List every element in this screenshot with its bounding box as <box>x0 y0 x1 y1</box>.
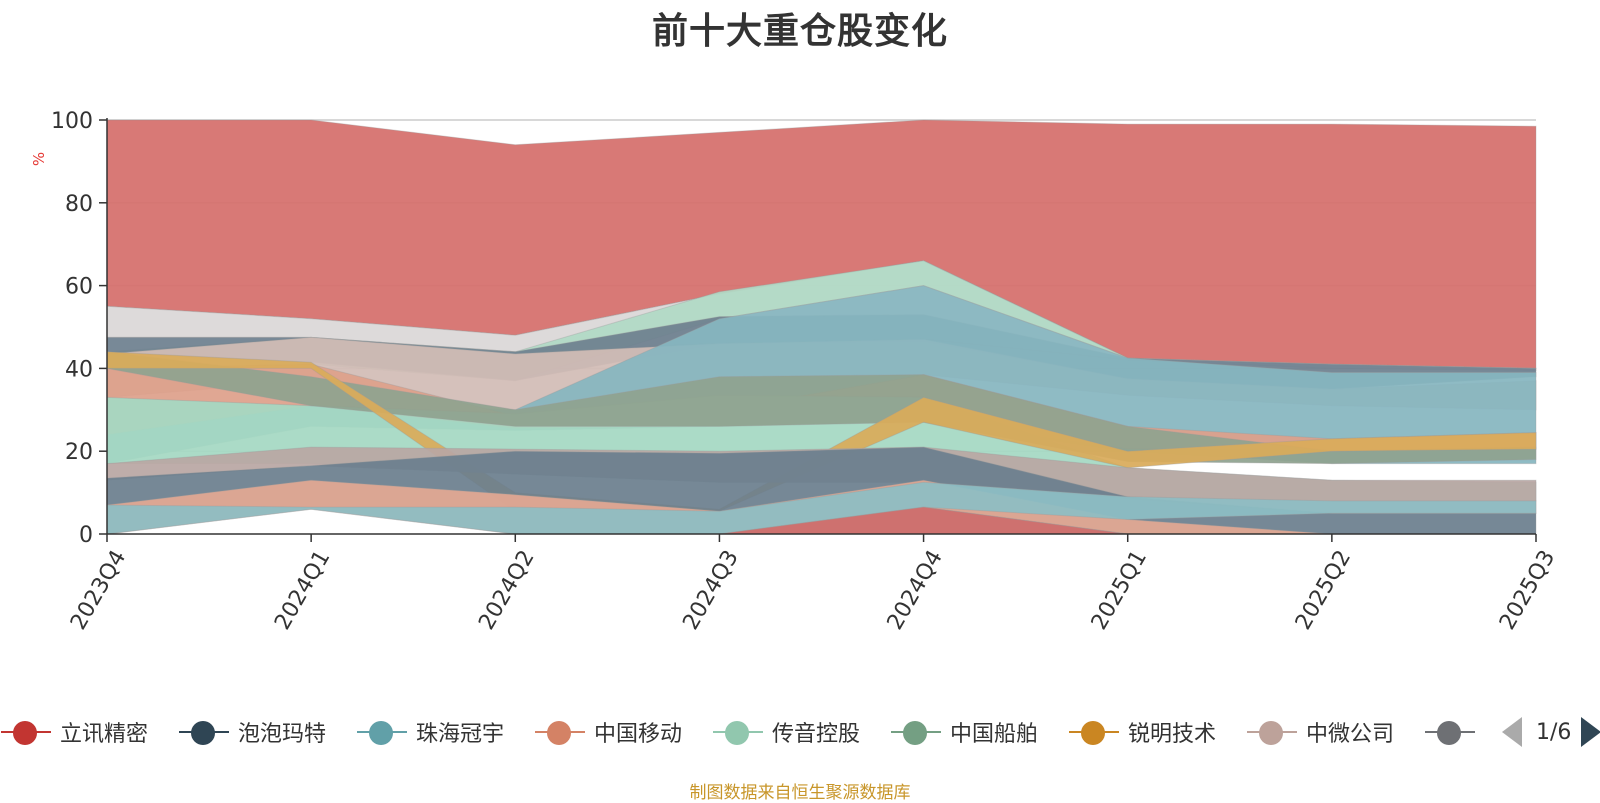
x-tick-label: 2023Q4 <box>66 546 131 634</box>
legend-items: 立讯精密 泡泡玛特 珠海冠宇 中国移动 传音控股 中国船舶 锐明技术 中微公司 比 <box>0 712 1478 752</box>
source-note: 制图数据来自恒生聚源数据库 <box>689 783 911 803</box>
y-axis-unit: % <box>30 151 49 167</box>
x-tick-label: 2024Q3 <box>678 546 743 634</box>
x-tick-label: 2024Q1 <box>270 546 335 634</box>
x-tick-label: 2024Q2 <box>474 546 539 634</box>
legend-marker-icon <box>534 712 588 752</box>
legend-item[interactable]: 珠海冠宇 <box>356 712 504 752</box>
area-band-14 <box>106 481 1537 535</box>
legend-label: 中微公司 <box>1306 722 1395 747</box>
area-band-9 <box>106 351 1537 465</box>
legend-label: 中国移动 <box>594 722 683 747</box>
legend-marker-icon <box>712 712 766 752</box>
y-tick-label: 100 <box>51 109 93 134</box>
legend-marker-icon <box>1246 712 1300 752</box>
chart-title: 前十大重仓股变化 <box>651 11 948 52</box>
legend-item[interactable]: 泡泡玛特 <box>178 712 326 752</box>
y-tick-label: 20 <box>65 440 93 465</box>
x-tick-label: 2025Q1 <box>1087 546 1152 634</box>
legend-marker-icon <box>356 712 410 752</box>
legend-label: 锐明技术 <box>1128 722 1217 747</box>
legend-item[interactable]: 中微公司 <box>1246 712 1394 752</box>
legend: 立讯精密 泡泡玛特 珠海冠宇 中国移动 传音控股 中国船舶 锐明技术 中微公司 比 1/6 <box>0 712 1600 752</box>
legend-item[interactable]: 比 <box>1424 712 1478 752</box>
legend-item[interactable]: 中国船舶 <box>890 712 1038 752</box>
legend-label: 传音控股 <box>772 722 861 747</box>
legend-label: 珠海冠宇 <box>416 722 505 747</box>
legend-item[interactable]: 传音控股 <box>712 712 860 752</box>
legend-label: 泡泡玛特 <box>238 722 327 747</box>
y-tick-label: 80 <box>65 192 93 217</box>
x-tick-label: 2024Q4 <box>883 546 948 634</box>
legend-item[interactable]: 锐明技术 <box>1068 712 1216 752</box>
legend-marker-icon <box>890 712 944 752</box>
legend-page-indicator: 1/6 <box>1536 719 1572 745</box>
legend-prev-page-button[interactable] <box>1502 717 1522 747</box>
y-tick-label: 40 <box>65 357 93 382</box>
legend-marker-icon <box>1068 712 1122 752</box>
legend-label: 中国船舶 <box>950 722 1039 747</box>
area-bands <box>106 119 1537 535</box>
legend-marker-icon <box>0 712 54 752</box>
legend-item[interactable]: 立讯精密 <box>0 712 148 752</box>
y-tick-label: 0 <box>79 523 93 548</box>
legend-item[interactable]: 中国移动 <box>534 712 682 752</box>
legend-next-page-button[interactable] <box>1581 717 1600 747</box>
x-tick-label: 2025Q2 <box>1291 546 1356 634</box>
legend-marker-icon <box>1424 712 1478 752</box>
x-tick-label: 2025Q3 <box>1495 546 1560 634</box>
legend-marker-icon <box>178 712 232 752</box>
legend-label: 立讯精密 <box>60 722 149 747</box>
legend-pager: 1/6 <box>1500 712 1600 752</box>
y-tick-label: 60 <box>65 275 93 300</box>
